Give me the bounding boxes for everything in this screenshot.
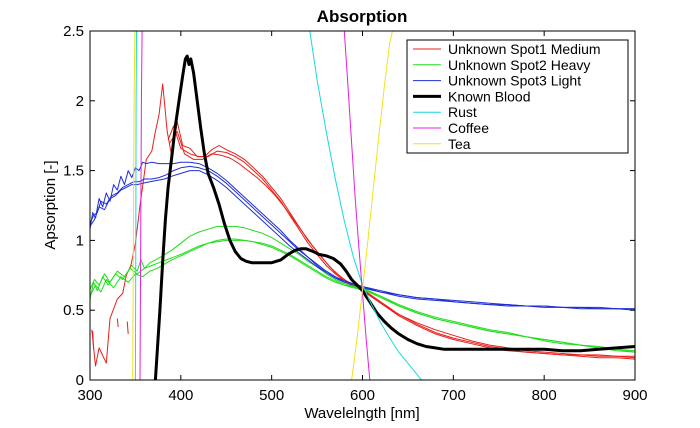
legend-label-known-blood: Known Blood [448,88,531,104]
y-tick-label: 1 [76,232,84,249]
series-line-known-blood-1 [153,54,635,380]
series-line-unknown-spot1-medium-2 [167,125,635,359]
series-line-coffee-1 [139,31,143,380]
x-axis-label: Wavelelngth [nm] [304,405,419,422]
series-line-unknown-spot1-medium-5 [116,318,119,328]
series-line-unknown-spot2-heavy-2 [90,239,635,352]
legend-box [406,39,629,154]
series-line-tea-2 [351,31,393,380]
y-axis-label: Apsorption [-] [42,160,59,249]
series-line-unknown-spot3-light-3 [90,165,635,310]
x-tick-label: 300 [77,387,102,404]
series-line-rust-2 [309,31,422,380]
x-tick-label: 700 [441,387,466,404]
series-line-coffee-2 [343,31,371,380]
y-tick-label: 2 [76,93,84,110]
series-line-unknown-spot1-medium-6 [126,321,129,334]
tick-layer: 300 400 500 600 700 800 900 0 0.5 1 1.5 2 2.5 [63,23,647,404]
y-tick-label: 0.5 [63,302,84,319]
x-tick-label: 400 [168,387,193,404]
series-line-unknown-spot1-medium-4 [92,331,95,350]
legend-label-tea: Tea [448,136,471,152]
series-line-unknown-spot2-heavy-3 [90,238,635,353]
legend-label-unknown-spot2-heavy: Unknown Spot2 Heavy [448,57,590,73]
y-tick-label: 2.5 [63,23,84,40]
y-tick-label: 1.5 [63,163,84,180]
chart-title: Absorption [317,7,408,26]
series-layer [90,31,635,380]
legend-label-coffee: Coffee [448,120,489,136]
series-line-rust-1 [134,31,137,380]
x-tick-label: 900 [622,387,647,404]
y-tick-label: 0 [76,372,84,389]
x-tick-label: 800 [532,387,557,404]
legend-label-rust: Rust [448,104,477,120]
legend-label-unknown-spot1-medium: Unknown Spot1 Medium [448,41,601,57]
series-line-tea-1 [132,31,136,380]
legend-label-unknown-spot3-light: Unknown Spot3 Light [448,73,581,89]
x-tick-label: 600 [350,387,375,404]
x-tick-label: 500 [259,387,284,404]
